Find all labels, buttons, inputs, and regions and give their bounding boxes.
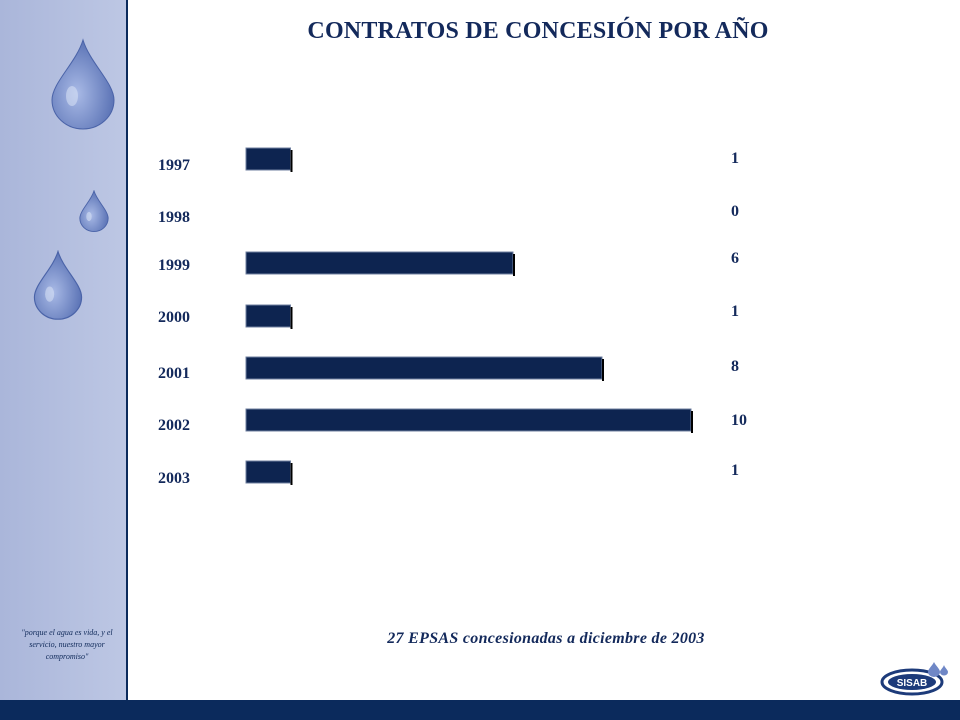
bar-shadow: [290, 150, 293, 172]
data-label: 1: [731, 462, 739, 479]
bar-shadow: [691, 411, 693, 433]
data-label: 8: [731, 358, 739, 375]
bar-shadow: [602, 359, 604, 381]
category-label: 2003: [158, 470, 190, 487]
bar: [245, 304, 291, 328]
data-label: 10: [731, 412, 747, 429]
bar-shadow: [290, 307, 293, 329]
category-label: 2002: [158, 417, 190, 434]
sidebar-panel: "porque el agua es vida, y el servicio, …: [0, 0, 128, 700]
bar-shadow: [290, 463, 293, 485]
logo-text: SISAB: [897, 678, 928, 689]
bar-shadow: [513, 254, 515, 276]
bottom-bar: [0, 700, 960, 720]
category-label: 1997: [158, 157, 190, 174]
water-drop-icon: [33, 250, 83, 320]
data-label: 1: [731, 303, 739, 320]
bar: [245, 408, 692, 432]
motto-text: "porque el agua es vida, y el servicio, …: [21, 628, 113, 661]
data-label: 0: [731, 203, 739, 220]
sisab-logo-icon: SISAB: [880, 662, 948, 696]
page-title: CONTRATOS DE CONCESIÓN POR AÑO: [307, 18, 769, 44]
water-drop-icon: [51, 38, 115, 130]
bar: [245, 460, 291, 484]
water-drop-icon: [79, 190, 109, 232]
category-label: 2001: [158, 365, 190, 382]
bar: [245, 356, 603, 380]
category-label: 1999: [158, 257, 190, 274]
summary-text: 27 EPSAS concesionadas a diciembre de 20…: [387, 630, 705, 647]
category-label: 1998: [158, 209, 190, 226]
bar: [245, 147, 291, 171]
category-label: 2000: [158, 309, 190, 326]
data-label: 1: [731, 150, 739, 167]
bar: [245, 251, 514, 275]
data-label: 6: [731, 250, 739, 267]
